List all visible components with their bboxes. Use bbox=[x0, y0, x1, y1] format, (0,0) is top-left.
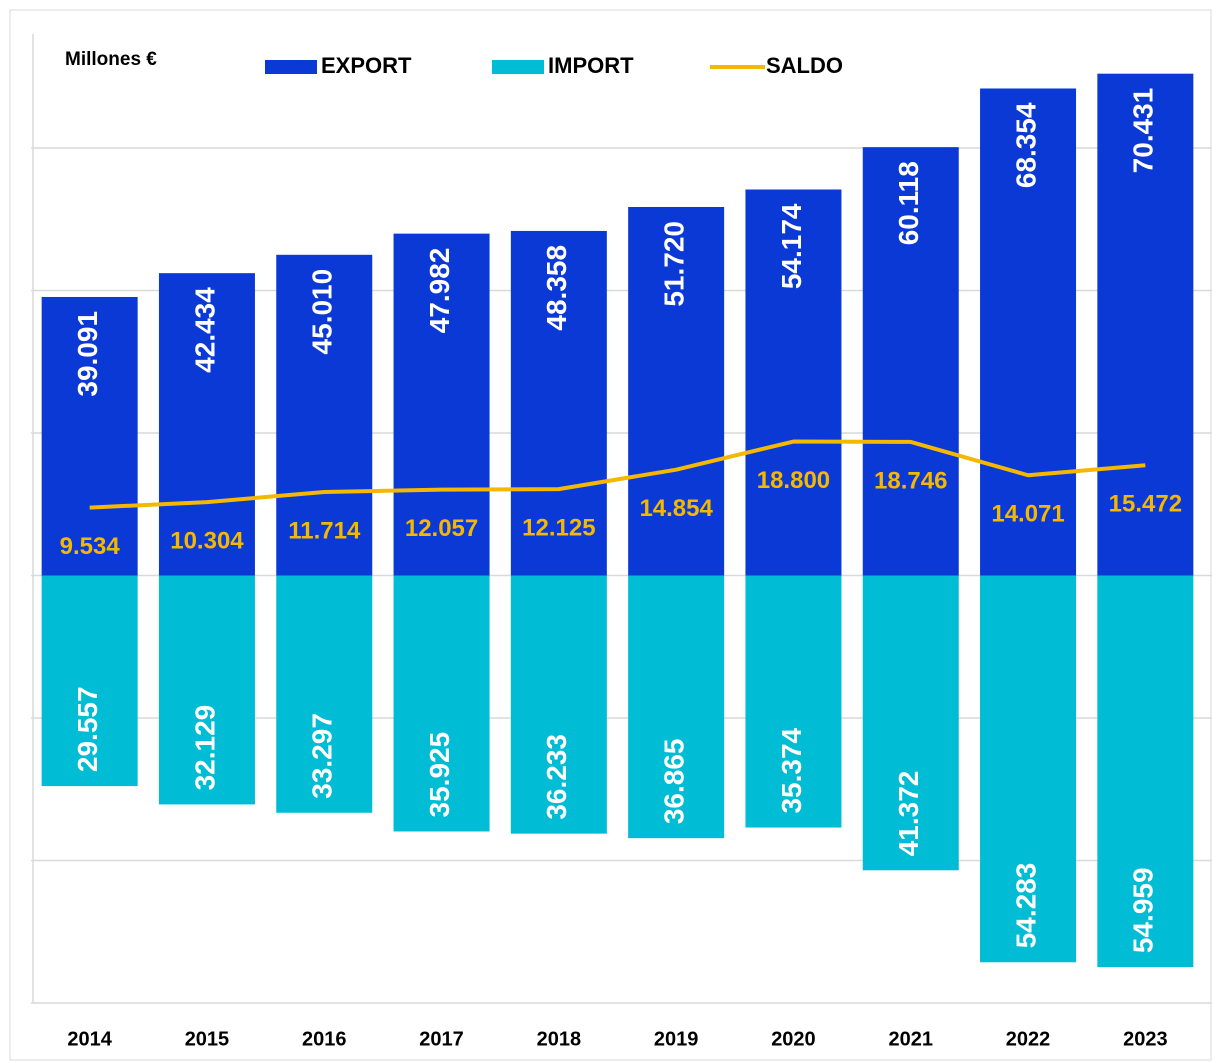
line-value-label: 15.472 bbox=[1109, 491, 1182, 518]
bar-value-label: 32.129 bbox=[189, 705, 220, 791]
line-value-label: 9.534 bbox=[60, 533, 121, 560]
bar-value-label: 33.297 bbox=[307, 713, 338, 799]
bar-value-label: 60.118 bbox=[893, 161, 924, 245]
legend-label: SALDO bbox=[766, 53, 843, 78]
bar bbox=[41, 575, 138, 787]
bar-value-label: 36.865 bbox=[659, 739, 690, 825]
x-tick-label: 2020 bbox=[771, 1028, 816, 1050]
x-tick-label: 2014 bbox=[67, 1028, 112, 1050]
bar bbox=[862, 147, 959, 576]
bar-value-label: 29.557 bbox=[72, 686, 103, 772]
bar bbox=[393, 575, 490, 832]
bar-value-label: 54.174 bbox=[776, 203, 807, 289]
x-tick-label: 2018 bbox=[537, 1028, 582, 1050]
line-value-label: 11.714 bbox=[288, 517, 361, 544]
bar-value-label: 39.091 bbox=[72, 311, 103, 397]
legend-label: IMPORT bbox=[548, 53, 634, 78]
bar-value-label: 47.982 bbox=[424, 248, 455, 334]
bar-value-label: 42.434 bbox=[189, 287, 220, 373]
bar-value-label: 45.010 bbox=[307, 269, 338, 355]
bar bbox=[158, 273, 255, 576]
line-value-label: 14.854 bbox=[639, 495, 713, 522]
bar bbox=[510, 230, 607, 576]
bar bbox=[1097, 73, 1194, 576]
bar bbox=[158, 575, 255, 805]
legend-label: EXPORT bbox=[321, 53, 412, 78]
legend-swatch bbox=[492, 60, 544, 74]
bar bbox=[980, 575, 1077, 963]
legend-swatch bbox=[265, 60, 317, 74]
bar bbox=[745, 575, 842, 828]
x-tick-label: 2022 bbox=[1006, 1028, 1051, 1050]
bar-value-label: 54.959 bbox=[1128, 867, 1159, 953]
bar bbox=[276, 254, 373, 576]
bar bbox=[510, 575, 607, 834]
line bbox=[89, 439, 1146, 510]
line-value-label: 14.071 bbox=[991, 501, 1064, 528]
x-tick-label: 2017 bbox=[419, 1028, 464, 1050]
line-value-label: 18.746 bbox=[874, 467, 947, 494]
bar bbox=[276, 575, 373, 813]
x-tick-label: 2016 bbox=[302, 1028, 347, 1050]
line-value-label: 12.057 bbox=[405, 515, 478, 542]
bar bbox=[393, 233, 490, 576]
bar bbox=[628, 206, 725, 576]
bar-value-label: 70.431 bbox=[1128, 88, 1159, 174]
bar bbox=[862, 575, 959, 871]
bar bbox=[1097, 575, 1194, 968]
bar-value-label: 41.372 bbox=[893, 771, 924, 857]
x-tick-label: 2021 bbox=[889, 1028, 934, 1050]
line-value-label: 18.800 bbox=[757, 467, 830, 494]
bar-value-label: 68.354 bbox=[1010, 102, 1041, 188]
bar-value-label: 48.358 bbox=[541, 245, 572, 331]
line-value-label: 12.125 bbox=[522, 514, 595, 541]
unit-label: Millones € bbox=[65, 49, 157, 70]
line-value-label: 10.304 bbox=[170, 527, 244, 554]
chart-border bbox=[9, 9, 1212, 1061]
bar-value-label: 35.374 bbox=[776, 727, 807, 813]
x-tick-label: 2023 bbox=[1123, 1028, 1168, 1050]
bar bbox=[980, 88, 1077, 576]
bar-value-label: 54.283 bbox=[1010, 863, 1041, 949]
x-tick-label: 2019 bbox=[654, 1028, 699, 1050]
bar-value-label: 51.720 bbox=[659, 221, 690, 307]
bar-value-label: 36.233 bbox=[541, 734, 572, 820]
bar bbox=[41, 296, 138, 576]
bar-value-label: 35.925 bbox=[424, 732, 455, 818]
x-tick-label: 2015 bbox=[185, 1028, 230, 1050]
bar bbox=[628, 575, 725, 839]
bar bbox=[745, 189, 842, 576]
